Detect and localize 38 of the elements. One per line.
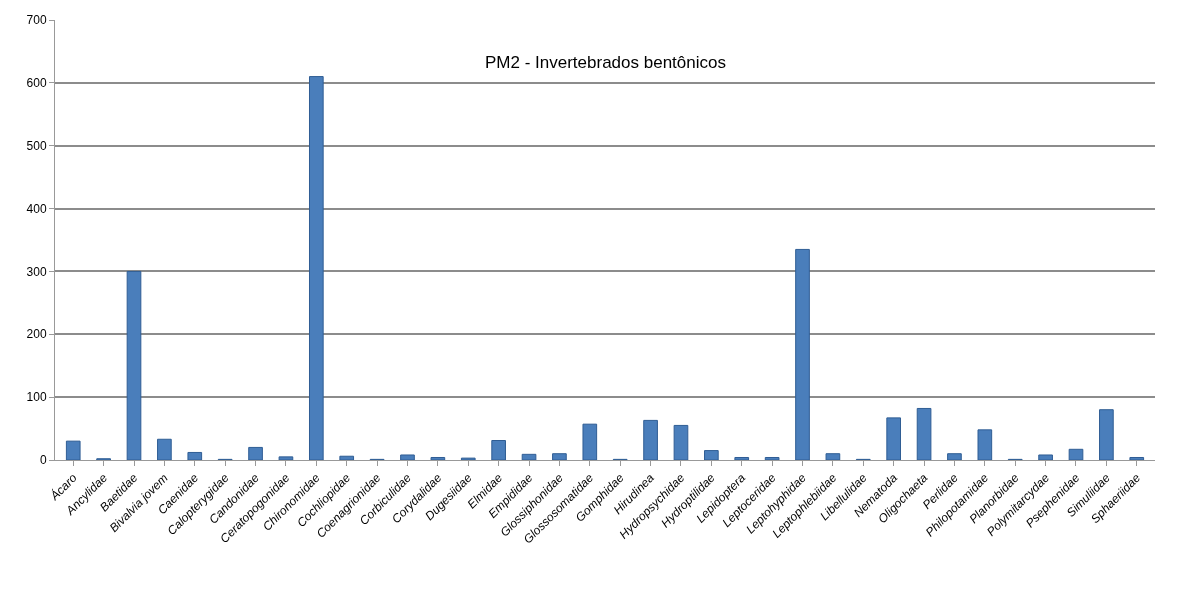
bar	[916, 407, 932, 460]
bar	[1038, 454, 1053, 460]
bar	[977, 429, 993, 460]
bar	[126, 270, 142, 460]
bar	[1129, 456, 1145, 460]
bar	[1099, 409, 1114, 460]
bar	[430, 456, 446, 460]
bar	[339, 455, 355, 460]
y-tick-label: 100	[26, 390, 47, 405]
bar	[157, 438, 172, 460]
bar	[734, 456, 750, 460]
bar	[491, 440, 506, 460]
y-tick-label: 0	[39, 453, 47, 468]
bar	[552, 453, 567, 460]
y-tick-label: 300	[26, 264, 47, 279]
bar	[582, 423, 598, 460]
bar	[764, 456, 780, 460]
y-tick-label: 400	[26, 201, 47, 216]
bar	[521, 453, 537, 460]
bar	[673, 424, 689, 460]
y-tick-label: 600	[26, 76, 47, 91]
y-tick-label: 200	[26, 327, 47, 342]
bar	[248, 446, 263, 460]
bar	[308, 76, 324, 460]
bar	[278, 456, 294, 460]
bar	[400, 454, 415, 460]
bar	[947, 453, 962, 460]
bar	[886, 417, 902, 460]
bar	[1068, 448, 1084, 460]
text: PM2 - Invertebrados bentônicos	[485, 53, 726, 72]
bar	[187, 451, 203, 460]
y-tick-label: 700	[26, 13, 47, 28]
bar	[65, 440, 81, 460]
bar	[825, 453, 841, 460]
y-tick-label: 500	[26, 138, 47, 153]
bar	[704, 450, 719, 460]
bar	[643, 419, 658, 460]
bar	[795, 248, 810, 460]
